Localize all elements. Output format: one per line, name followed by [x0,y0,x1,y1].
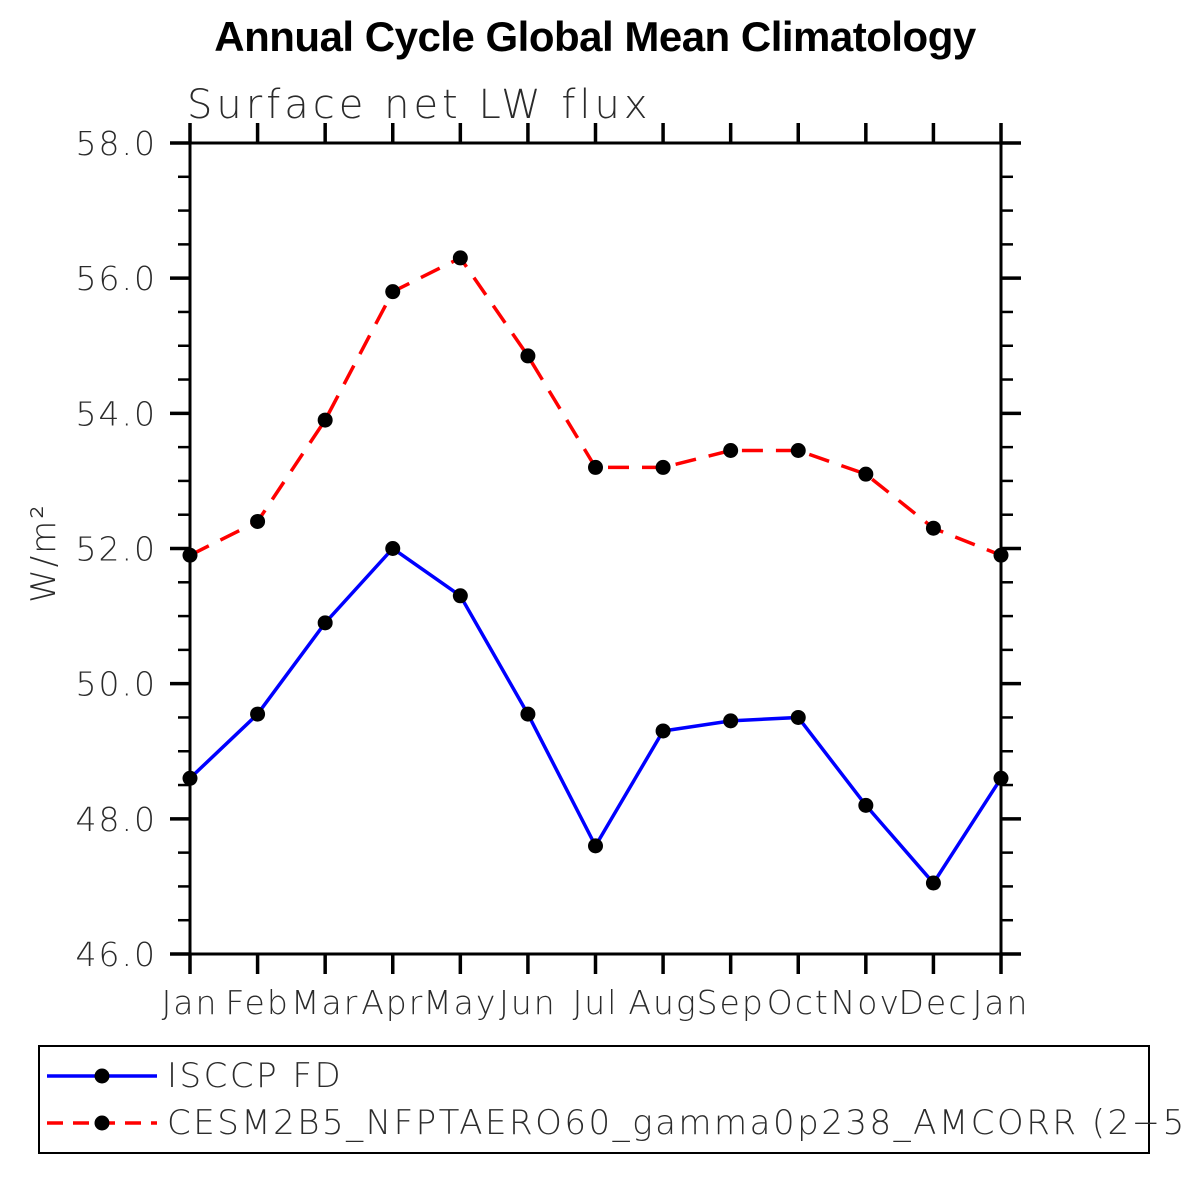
y-tick-label: 56.0 [76,259,157,298]
x-tick-label: Apr [361,983,424,1022]
data-point-marker [723,713,739,729]
legend-sample-dashed-line [47,1115,157,1131]
data-point-marker [385,284,401,300]
data-point-marker [250,513,266,529]
y-tick-label: 50.0 [76,665,157,704]
x-tick-label: Jan [973,983,1030,1022]
data-point-marker [452,250,468,266]
data-point-marker [790,443,806,459]
x-tick-label: Dec [898,983,968,1022]
y-tick-label: 58.0 [76,124,157,163]
data-point-marker [385,541,401,556]
y-tick-label: 52.0 [76,530,157,569]
plot-border [188,141,1003,956]
chart-title: Annual Cycle Global Mean Climatology [214,13,976,60]
data-point-marker [925,875,941,891]
x-tick-label: Feb [225,983,289,1022]
x-tick-label: Oct [767,983,830,1022]
x-tick-label: May [423,983,497,1022]
x-tick-label: Jan [162,983,219,1022]
data-point-marker [858,466,874,482]
legend-item-isccp-fd: ISCCP FD [45,1056,344,1096]
legend-marker-dot [94,1068,110,1084]
series-line-cesm [189,255,1002,557]
legend-box: ISCCP FD CESM2B5_NFPTAERO60_gamma0p238_A… [38,1045,1183,1154]
data-point-marker [250,706,266,722]
legend-item-cesm: CESM2B5_NFPTAERO60_gamma0p238_AMCORR (2−… [45,1103,1183,1143]
x-tick-label: Aug [628,983,697,1022]
x-tick-label: Sep [697,983,765,1022]
data-point-marker [317,615,333,631]
data-point-marker [655,723,671,739]
legend-marker-dot [94,1115,110,1131]
data-point-marker [520,348,536,364]
legend-label-isccp-fd: ISCCP FD [167,1056,344,1096]
data-point-marker [520,706,536,722]
data-point-marker [182,770,198,786]
data-point-marker [588,459,603,475]
x-tick-label: Mar [291,983,359,1022]
data-point-marker [452,588,468,604]
legend-label-cesm: CESM2B5_NFPTAERO60_gamma0p238_AMCORR (2−… [167,1103,1183,1143]
data-point-marker [993,770,1009,786]
series-line-isccp-fd [188,546,1003,886]
chart-subtitle: Surface net LW flux [187,82,652,128]
data-point-marker [858,797,874,813]
x-tick-label: Jun [499,983,557,1022]
x-tick-label: Jul [573,983,619,1022]
x-tick-label: Nov [831,983,901,1022]
y-tick-label: 48.0 [76,800,157,839]
data-point-marker [993,547,1009,563]
legend-sample-solid-line [47,1068,157,1084]
y-tick-label: 54.0 [76,394,157,433]
data-point-marker [317,412,333,428]
data-point-marker [790,709,806,725]
data-point-marker [925,520,941,536]
data-point-marker [182,547,198,563]
y-tick-label: 46.0 [76,935,157,974]
data-point-marker [588,838,603,854]
data-point-marker [723,443,739,459]
data-point-marker [655,459,671,475]
